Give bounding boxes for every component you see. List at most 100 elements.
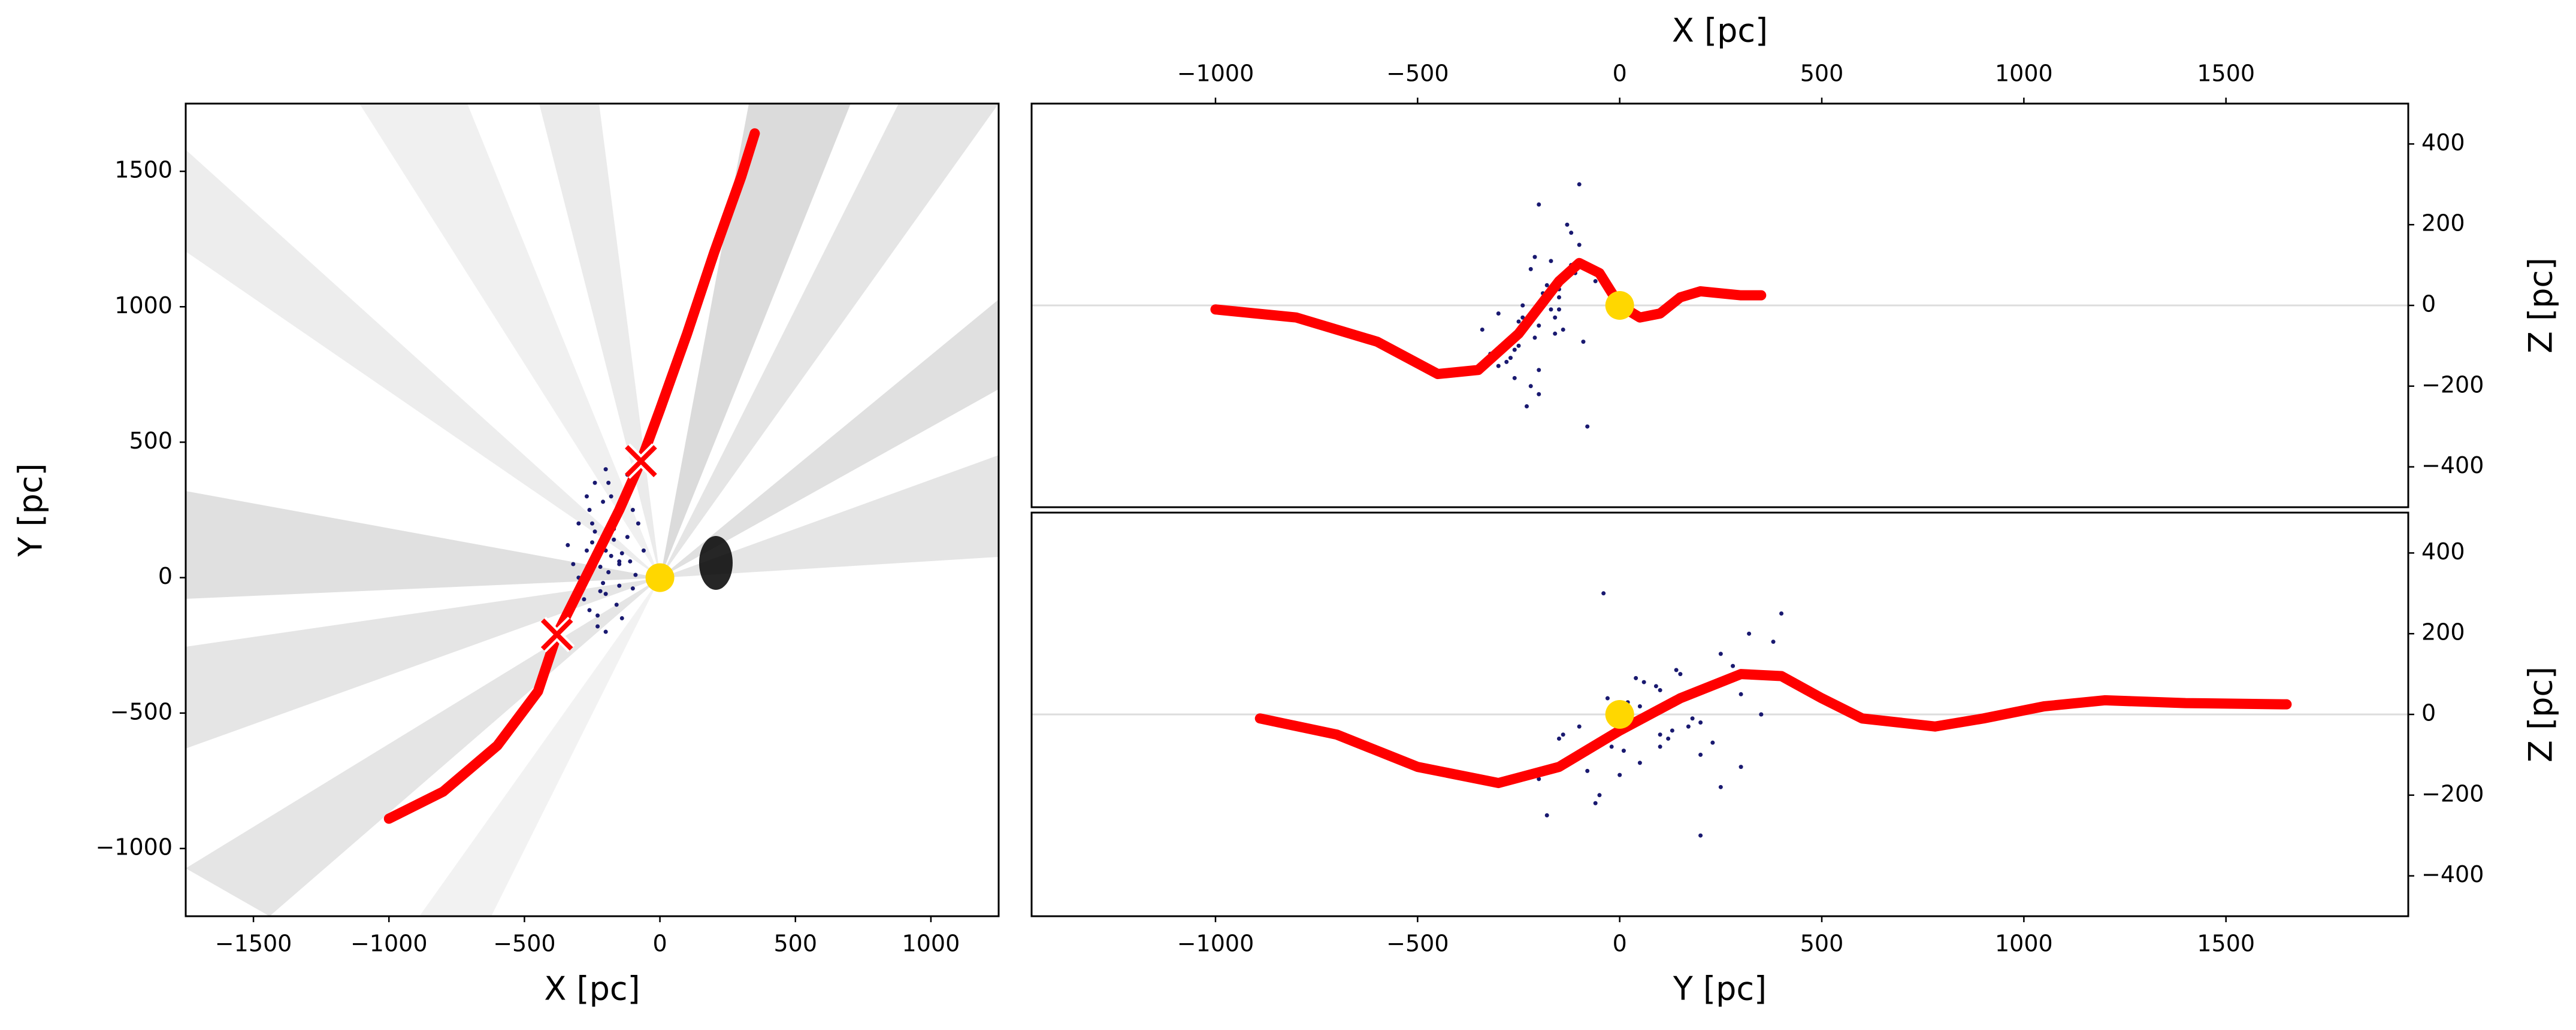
star-point [1637, 761, 1642, 765]
y-axis-label: Z [pc] [2522, 258, 2560, 353]
star-point [1609, 744, 1614, 749]
star-point [1759, 712, 1764, 717]
star-point [1597, 793, 1602, 798]
track-line [1254, 669, 2292, 789]
star-point [1537, 202, 1541, 207]
star-point [630, 586, 635, 591]
dust-background [186, 104, 999, 916]
star-point [1520, 303, 1525, 308]
sun-marker [645, 563, 675, 592]
star-point [1480, 327, 1484, 332]
star-point [1747, 631, 1752, 636]
star-point [1698, 833, 1703, 838]
star-point [1553, 315, 1558, 320]
star-point [1698, 752, 1703, 757]
star-point [609, 494, 613, 499]
star-point [617, 559, 622, 564]
star-point [619, 616, 624, 620]
x-axis-label: X [pc] [1672, 12, 1768, 50]
plot-area [1032, 182, 2408, 429]
star-point [1658, 688, 1662, 693]
star-point [1512, 347, 1517, 352]
star-point [1658, 744, 1662, 749]
star-point [1532, 335, 1537, 340]
star-point [1561, 327, 1565, 332]
y-tick-label: −400 [2421, 452, 2484, 478]
star-point [1537, 777, 1541, 781]
star-point [1718, 784, 1723, 789]
x-tick-label: 1000 [902, 931, 960, 957]
star-point [603, 467, 608, 472]
star-point [1666, 736, 1671, 741]
star-point [1617, 772, 1622, 777]
star-point [598, 564, 603, 569]
star-point [1549, 259, 1553, 263]
star-point [1731, 664, 1736, 668]
star-point [1686, 724, 1691, 729]
star-point [571, 562, 576, 566]
star-point [1537, 323, 1541, 328]
star-point [584, 494, 589, 499]
star-point [1528, 384, 1533, 389]
star-point [1585, 768, 1590, 773]
star-point [1605, 696, 1610, 701]
x-tick-label: −1000 [350, 931, 428, 957]
star-point [1544, 813, 1549, 817]
axes-frame [185, 102, 1000, 917]
star-point [1508, 356, 1513, 360]
star-point [609, 553, 613, 558]
star-point [1569, 231, 1574, 235]
star-point [1556, 307, 1561, 312]
star-point [1739, 765, 1743, 770]
star-point [606, 480, 611, 485]
star-point [1496, 363, 1501, 368]
star-point [628, 559, 633, 564]
x-axis-label: X [pc] [544, 970, 640, 1008]
star-point [598, 589, 603, 593]
star-point [1561, 732, 1565, 737]
y-tick-label: 500 [129, 428, 173, 454]
star-point [1634, 675, 1638, 680]
star-point [1581, 340, 1586, 344]
y-tick-label: 0 [158, 563, 173, 589]
star-point [592, 529, 597, 534]
y-tick-label: −400 [2421, 861, 2484, 887]
star-point [1496, 311, 1501, 316]
star-point [1718, 652, 1723, 656]
star-point [636, 521, 640, 526]
star-point [633, 572, 638, 577]
x-tick-label: 0 [652, 931, 667, 957]
x-tick-label: 0 [1613, 931, 1627, 957]
star-point [601, 581, 606, 586]
y-tick-label: 1000 [114, 292, 173, 319]
plot-area [1032, 591, 2408, 838]
star-point [595, 624, 600, 629]
sun-marker [1605, 291, 1634, 320]
y-tick-label: 200 [2421, 210, 2465, 237]
star-point [614, 602, 619, 607]
x-tick-label: 0 [1613, 60, 1627, 87]
x-tick-label: 1500 [2197, 60, 2255, 87]
star-point [619, 551, 624, 556]
star-point [595, 613, 600, 618]
y-tick-label: 200 [2421, 619, 2465, 646]
star-point [1516, 343, 1521, 348]
x-tick-label: −500 [1386, 60, 1449, 87]
star-point [592, 480, 597, 485]
star-point [587, 608, 592, 613]
star-point [630, 508, 635, 512]
y-tick-label: 400 [2421, 538, 2465, 565]
cross-stroke [625, 445, 657, 477]
star-point [1544, 283, 1549, 287]
star-point [625, 535, 630, 540]
star-point [1641, 680, 1646, 684]
y-tick-label: −500 [110, 698, 173, 725]
star-point [603, 629, 608, 634]
x-tick-label: 1000 [1995, 60, 2053, 87]
x-tick-label: 1500 [2197, 931, 2255, 957]
y-tick-label: 0 [2421, 291, 2436, 317]
star-point [1553, 331, 1558, 336]
star-point [1593, 801, 1598, 805]
star-point [566, 543, 570, 547]
star-point [1504, 359, 1509, 364]
